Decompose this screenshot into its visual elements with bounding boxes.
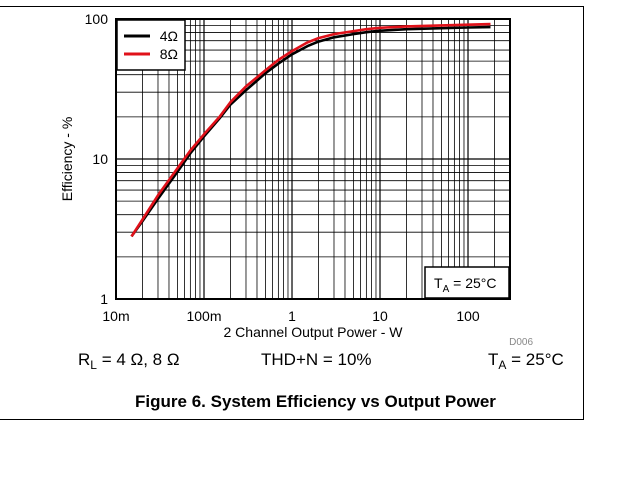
legend-label: 8Ω bbox=[160, 46, 178, 62]
x-tick-label: 100 bbox=[456, 308, 480, 324]
plot-border bbox=[115, 18, 511, 300]
figure-caption: Figure 6. System Efficiency vs Output Po… bbox=[135, 392, 496, 411]
thd-condition: THD+N = 10% bbox=[261, 350, 372, 369]
series-line-eight-ohm bbox=[130, 22, 491, 238]
x-tick-label: 100m bbox=[186, 308, 221, 324]
inset-temperature-box: TA = 25°C bbox=[424, 266, 510, 299]
series-line-four-ohm bbox=[130, 25, 491, 238]
load-condition: RL = 4 Ω, 8 Ω bbox=[78, 350, 180, 372]
y-tick-label: 10 bbox=[92, 151, 108, 167]
x-tick-label: 1 bbox=[288, 308, 296, 324]
legend-box bbox=[116, 19, 186, 71]
x-axis-label: 2 Channel Output Power - W bbox=[224, 324, 404, 340]
figure-code: D006 bbox=[509, 337, 533, 348]
legend-label: 4Ω bbox=[160, 28, 178, 44]
y-tick-label: 1 bbox=[100, 291, 108, 307]
page-frame-bottom-line bbox=[0, 419, 584, 420]
y-axis-label: Efficiency - % bbox=[59, 117, 75, 202]
temperature-condition: TA = 25°C bbox=[488, 350, 564, 372]
x-tick-label: 10 bbox=[372, 308, 388, 324]
inset-label: TA = 25°C bbox=[434, 275, 496, 295]
page-frame-right-line bbox=[583, 6, 584, 420]
page-frame-top-line bbox=[0, 6, 584, 7]
x-tick-label: 10m bbox=[102, 308, 129, 324]
y-tick-label: 100 bbox=[85, 11, 109, 27]
inset-box bbox=[424, 266, 510, 299]
